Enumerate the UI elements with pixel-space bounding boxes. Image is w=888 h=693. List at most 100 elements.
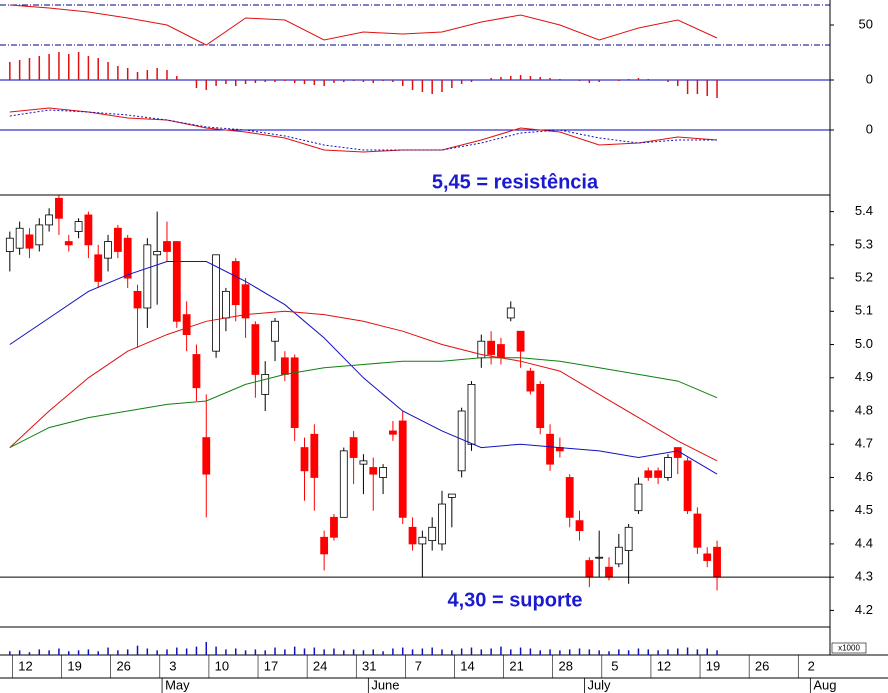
y-tick-label: 5.4 [855,203,873,218]
candle-body [595,556,604,559]
x-tick-label: 19 [67,658,81,673]
candle-body [683,460,692,512]
bar [627,650,630,655]
bar [588,80,591,83]
bar [519,647,522,655]
candle-body [182,314,191,335]
candle-body [172,241,181,322]
candle-body [15,227,24,249]
bar [470,647,473,655]
y-tick-label: 4.4 [855,535,873,550]
bar [284,649,286,655]
candle-body [497,344,505,359]
bar [225,80,227,84]
bar [568,649,571,655]
bar [500,646,502,655]
bar [68,54,70,80]
candle-body [418,536,427,545]
series-line [9,261,718,475]
bar [372,80,375,83]
candle-body [388,430,397,435]
bar [333,648,335,655]
bar [657,650,659,655]
candle-body [55,197,63,219]
series-line [9,107,718,153]
candle-body [133,290,142,309]
candle-body [84,214,93,246]
bar [677,80,679,86]
candle-body [330,516,338,538]
bar [77,650,80,655]
candle-body [369,467,378,475]
bar [18,60,21,80]
bar [9,651,11,655]
bar [38,56,41,80]
bar [274,80,276,82]
bar [185,648,188,655]
x-tick-label: 31 [362,658,376,673]
bar [293,646,296,655]
bar [274,647,276,655]
bar [244,80,247,84]
bar [706,648,708,655]
bar [411,80,414,90]
bar [48,54,50,80]
x-tick-label: 12 [657,658,671,673]
bar [647,79,650,80]
candle-body [104,241,112,259]
bar [539,650,541,655]
candle-body [143,244,152,309]
bar [87,649,90,655]
bar [559,650,561,655]
bar [146,648,149,655]
bar [637,648,640,655]
bar [470,80,473,82]
candle-body [506,307,515,319]
x-tick-label: 21 [509,658,523,673]
bar [480,649,483,655]
bar [421,80,424,92]
bar [166,649,168,655]
bar [500,77,502,80]
bar [686,80,689,94]
bar [588,649,591,655]
bar [126,68,129,80]
bar [156,68,158,80]
candle-body [231,261,240,306]
bar [510,649,512,655]
bar [234,80,237,86]
bar [87,56,90,80]
bar [411,649,414,655]
candle-body [280,357,289,375]
bar [146,70,149,80]
candle-body [447,493,456,498]
bar [598,650,600,655]
x-tick-label: 24 [313,658,327,673]
candle-body [94,254,103,282]
bar [441,80,443,92]
candle-body [408,526,417,545]
x-tick-label: 14 [460,658,474,673]
bar [539,77,541,80]
candle-body [310,433,319,478]
bar [618,649,620,655]
bar [431,647,433,655]
bar [38,649,41,655]
bar [362,650,365,655]
candle-body [487,340,496,355]
month-label: Aug [813,677,836,692]
bar [58,648,60,655]
candle-body [45,214,54,226]
bar [490,648,492,655]
bar [234,648,237,655]
bar [490,78,492,80]
candle-body [300,447,309,472]
bar [225,649,227,655]
bar [352,649,355,655]
candle-body [585,560,594,578]
x-tick-label: 5 [611,658,618,673]
candle-body [123,237,132,279]
y-tick-label: 4.7 [855,436,873,451]
